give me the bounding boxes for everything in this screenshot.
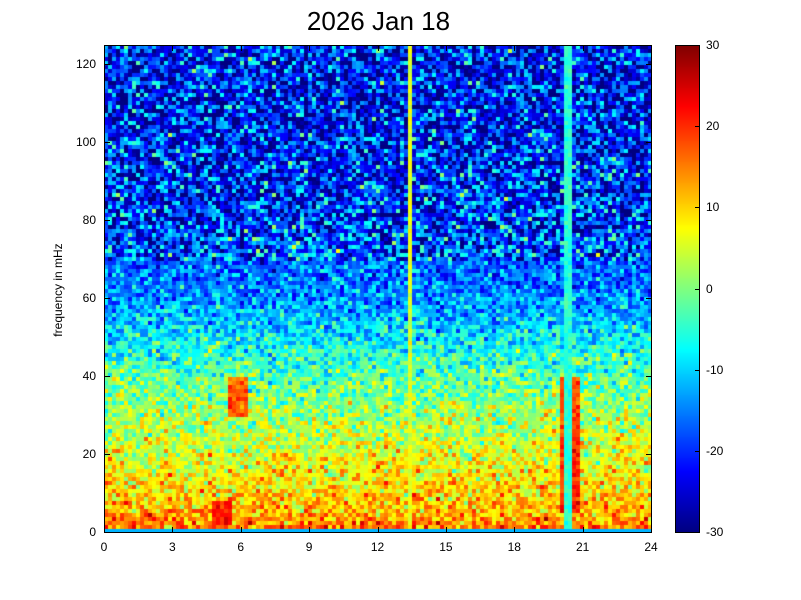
y-tick-mark <box>105 142 110 144</box>
colorbar-tick-label: 0 <box>706 281 713 296</box>
colorbar-tick-mark <box>695 532 699 533</box>
x-tick-label: 3 <box>169 540 176 554</box>
x-tick-label: 21 <box>575 540 590 554</box>
y-tick-mark <box>105 298 110 300</box>
y-tick-mark <box>105 64 110 66</box>
chart-title: 2026 Jan 18 <box>306 6 451 36</box>
x-tick-mark <box>240 527 242 532</box>
y-tick-mark <box>105 220 110 222</box>
y-tick-label: 120 <box>75 57 96 72</box>
colorbar-tick-label: 30 <box>706 38 720 52</box>
x-tick-mark <box>377 527 379 532</box>
x-tick-label: 15 <box>439 540 453 554</box>
x-tick-mark <box>172 527 174 532</box>
y-tick-mark-right <box>646 532 651 533</box>
y-tick-label: 60 <box>82 291 96 306</box>
x-tick-mark-top <box>514 46 516 51</box>
y-tick-mark-right <box>646 298 651 300</box>
x-tick-mark <box>104 527 105 532</box>
x-tick-mark-top <box>445 46 447 51</box>
colorbar-tick-mark <box>695 207 699 209</box>
colorbar-tick-mark <box>695 126 699 128</box>
y-tick-label: 100 <box>75 135 96 150</box>
y-tick-mark-right <box>646 220 651 222</box>
heatmap-plot-area <box>104 45 652 533</box>
colorbar-tick-mark <box>695 288 699 290</box>
colorbar-tick-label: -30 <box>706 525 724 539</box>
y-axis-label: frequency in mHz <box>51 243 65 337</box>
x-tick-mark-top <box>172 46 174 51</box>
x-tick-label: 24 <box>644 540 658 554</box>
y-tick-mark-right <box>646 376 651 378</box>
x-tick-mark <box>309 527 311 532</box>
x-tick-mark-top <box>651 46 652 51</box>
colorbar-tick-mark <box>695 369 699 371</box>
y-tick-label: 0 <box>89 525 96 539</box>
colorbar-tick-label: -10 <box>706 362 724 377</box>
x-tick-mark <box>651 527 652 532</box>
y-tick-label: 80 <box>82 213 96 228</box>
x-tick-mark <box>582 527 584 532</box>
x-tick-mark-top <box>240 46 242 51</box>
x-tick-label: 12 <box>370 540 385 554</box>
x-tick-label: 18 <box>507 540 521 554</box>
x-tick-label: 0 <box>100 540 108 554</box>
y-tick-mark <box>105 376 110 378</box>
y-tick-mark-right <box>646 64 651 66</box>
colorbar-tick-label: 10 <box>706 200 720 215</box>
colorbar-tick-label: -20 <box>706 443 724 458</box>
y-tick-mark <box>105 532 110 533</box>
colorbar-tick-label: 20 <box>706 119 720 134</box>
x-tick-mark-top <box>309 46 311 51</box>
x-tick-mark-top <box>582 46 584 51</box>
x-tick-label: 6 <box>237 540 245 554</box>
colorbar-tick-mark <box>695 45 699 46</box>
x-tick-mark <box>445 527 447 532</box>
y-tick-mark-right <box>646 454 651 456</box>
y-tick-label: 20 <box>82 447 96 462</box>
x-tick-mark-top <box>377 46 379 51</box>
x-tick-mark <box>514 527 516 532</box>
x-tick-mark-top <box>104 46 105 51</box>
y-tick-label: 40 <box>82 369 96 384</box>
y-tick-mark-right <box>646 142 651 144</box>
y-tick-mark <box>105 454 110 456</box>
x-tick-label: 9 <box>305 540 313 554</box>
colorbar-tick-mark <box>695 450 699 452</box>
